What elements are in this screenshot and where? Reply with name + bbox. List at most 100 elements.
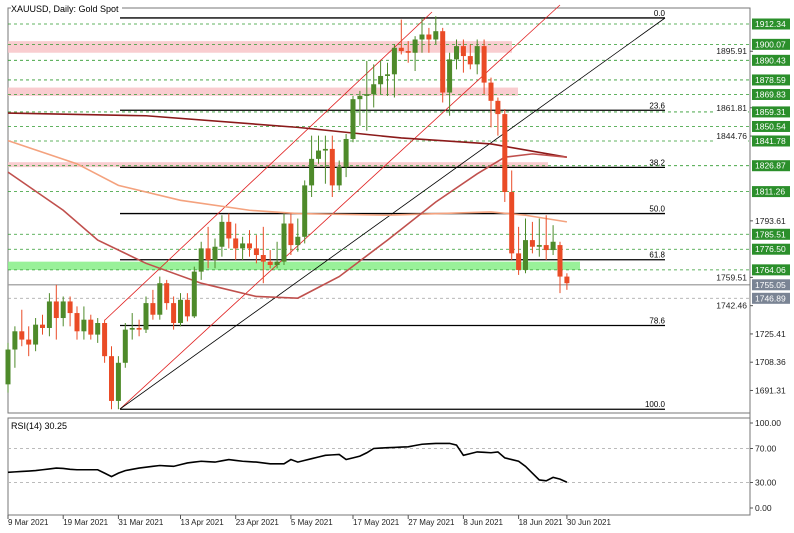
candle-body bbox=[447, 59, 453, 93]
candle-body bbox=[343, 138, 349, 168]
price-level-label: 1869.83 bbox=[755, 89, 786, 99]
price-level-badge bbox=[752, 228, 790, 240]
candle-body bbox=[502, 114, 508, 193]
candle-body bbox=[536, 245, 542, 247]
candle-body bbox=[74, 313, 80, 332]
candle-body bbox=[247, 243, 252, 249]
zone-pink bbox=[8, 162, 548, 168]
y-tick-label: 1691.31 bbox=[755, 385, 786, 395]
candle-body bbox=[322, 148, 328, 151]
price-level-label: 1785.51 bbox=[755, 229, 786, 239]
candle-body bbox=[412, 39, 418, 53]
candle-body bbox=[184, 299, 190, 317]
candle-body bbox=[454, 46, 459, 60]
y-tick-label-bg bbox=[714, 45, 748, 57]
x-tick-label: 9 Mar 2021 bbox=[8, 518, 49, 527]
y-tick-label: 1742.46 bbox=[716, 301, 747, 311]
candle-body bbox=[495, 100, 501, 115]
price-level-label: 1776.50 bbox=[755, 244, 786, 254]
candle-body bbox=[309, 158, 315, 186]
rsi-label: RSI(14) 30.25 bbox=[11, 421, 68, 431]
x-tick-label: 13 Apr 2021 bbox=[181, 518, 225, 527]
candle-body bbox=[302, 185, 308, 237]
candle-body bbox=[316, 150, 321, 159]
rsi-tick-label: 30.00 bbox=[755, 478, 777, 488]
y-tick-label: 1844.76 bbox=[716, 131, 747, 141]
candle-body bbox=[178, 299, 183, 324]
candle-body bbox=[233, 238, 239, 249]
x-tick-label: 30 Jun 2021 bbox=[567, 518, 612, 527]
zone-pink bbox=[8, 41, 512, 53]
gray-level-label: 1746.89 bbox=[755, 293, 786, 303]
candle-body bbox=[329, 148, 335, 186]
candle-body bbox=[371, 84, 377, 95]
candle-body bbox=[129, 327, 135, 330]
price-level-badge bbox=[752, 135, 790, 147]
candle-body bbox=[426, 34, 432, 40]
candle-body bbox=[523, 240, 528, 270]
candle-body bbox=[12, 331, 18, 350]
candle-body bbox=[26, 339, 32, 345]
price-level-badge bbox=[752, 74, 790, 86]
candle-body bbox=[385, 74, 390, 76]
y-tick-label-bg bbox=[714, 300, 748, 312]
price-level-label: 1841.78 bbox=[755, 136, 786, 146]
candle-body bbox=[253, 248, 259, 256]
candle-body bbox=[543, 245, 549, 251]
rsi-tick-label: 70.00 bbox=[755, 444, 777, 454]
candle-body bbox=[557, 245, 563, 277]
candle-body bbox=[378, 75, 384, 85]
y-tick-label: 1725.41 bbox=[755, 329, 786, 339]
trend-line bbox=[119, 17, 666, 410]
x-tick-label: 23 Apr 2021 bbox=[236, 518, 280, 527]
candle-body bbox=[150, 303, 156, 315]
candle-body bbox=[260, 255, 266, 262]
candle-body bbox=[46, 301, 52, 328]
candle-body bbox=[281, 223, 287, 262]
zone-pink bbox=[8, 87, 518, 96]
candle-body bbox=[350, 99, 356, 139]
ma50-line bbox=[7, 153, 567, 299]
candle-body bbox=[122, 329, 128, 363]
candle-body bbox=[481, 46, 487, 83]
candle-body bbox=[357, 95, 363, 100]
candle-body bbox=[398, 47, 404, 52]
candle-body bbox=[136, 327, 142, 330]
x-tick-label: 17 May 2021 bbox=[353, 518, 400, 527]
candle-body bbox=[274, 261, 280, 265]
candle-body bbox=[267, 261, 273, 265]
candle-body bbox=[440, 31, 446, 93]
candle-body bbox=[226, 221, 232, 239]
price-level-badge bbox=[752, 18, 790, 30]
chart-title: XAUUSD, Daily: Gold Spot bbox=[11, 4, 122, 14]
rsi-tick-label: 0.00 bbox=[755, 503, 772, 513]
price-level-label: 1900.07 bbox=[755, 39, 786, 49]
candle-body bbox=[405, 51, 411, 53]
price-level-badge bbox=[752, 160, 790, 172]
fib-level-label: 0.0 bbox=[654, 9, 666, 18]
candle-body bbox=[60, 301, 66, 319]
candle-body bbox=[19, 331, 25, 340]
price-level-badge bbox=[752, 38, 790, 50]
price-level-label: 1878.59 bbox=[755, 75, 786, 85]
candle-body bbox=[88, 319, 94, 335]
price-level-label: 1859.31 bbox=[755, 107, 786, 117]
price-level-label: 1826.87 bbox=[755, 161, 786, 171]
candle-body bbox=[364, 94, 370, 96]
candle-body bbox=[143, 303, 149, 330]
candle-body bbox=[81, 319, 87, 332]
y-tick-label-bg bbox=[714, 130, 748, 142]
fib-level-label: 23.6 bbox=[649, 101, 665, 110]
candle-body bbox=[5, 349, 11, 385]
candle-body bbox=[109, 356, 114, 401]
candle-body bbox=[488, 82, 494, 101]
x-tick-label: 5 May 2021 bbox=[291, 518, 333, 527]
y-tick-label: 1861.81 bbox=[716, 103, 747, 113]
candle-body bbox=[516, 253, 522, 270]
rsi-panel-frame bbox=[7, 417, 751, 516]
price-level-label: 1811.26 bbox=[755, 187, 785, 197]
channel-line bbox=[119, 4, 561, 410]
candle-body bbox=[198, 248, 204, 272]
rsi-tick-label: 100.00 bbox=[755, 418, 781, 428]
